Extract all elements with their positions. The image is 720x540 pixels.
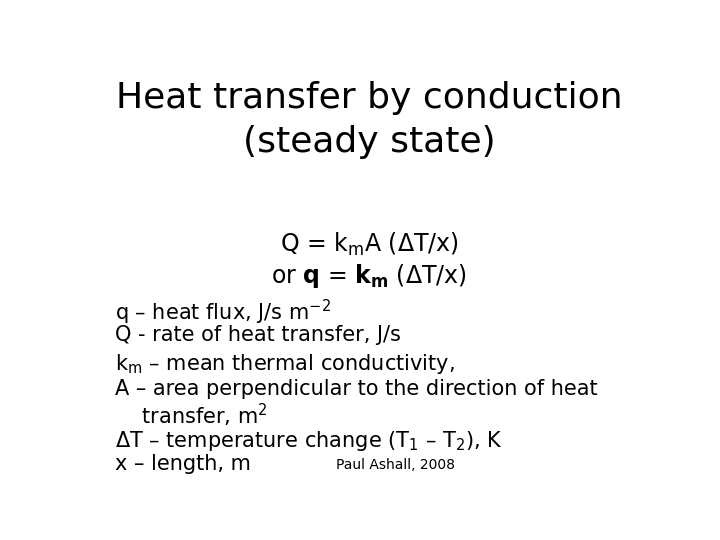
Text: A – area perpendicular to the direction of heat: A – area perpendicular to the direction … bbox=[115, 379, 598, 399]
Text: Q = k$_\mathrm{m}$A ($\Delta$T/x): Q = k$_\mathrm{m}$A ($\Delta$T/x) bbox=[279, 231, 459, 258]
Text: $\Delta$T – temperature change (T$_1$ – T$_2$), K: $\Delta$T – temperature change (T$_1$ – … bbox=[115, 429, 503, 453]
Text: transfer, m$^2$: transfer, m$^2$ bbox=[115, 402, 268, 429]
Text: Heat transfer by conduction
(steady state): Heat transfer by conduction (steady stat… bbox=[116, 82, 622, 159]
Text: q – heat flux, J/s m$^{-2}$: q – heat flux, J/s m$^{-2}$ bbox=[115, 298, 331, 327]
Text: or $\mathbf{q}$ = $\mathbf{k_m}$ ($\Delta$T/x): or $\mathbf{q}$ = $\mathbf{k_m}$ ($\Delt… bbox=[271, 262, 467, 291]
Text: k$_\mathrm{m}$ – mean thermal conductivity,: k$_\mathrm{m}$ – mean thermal conductivi… bbox=[115, 352, 455, 376]
Text: Q - rate of heat transfer, J/s: Q - rate of heat transfer, J/s bbox=[115, 325, 401, 345]
Text: Paul Ashall, 2008: Paul Ashall, 2008 bbox=[336, 458, 454, 472]
Text: x – length, m: x – length, m bbox=[115, 454, 251, 474]
